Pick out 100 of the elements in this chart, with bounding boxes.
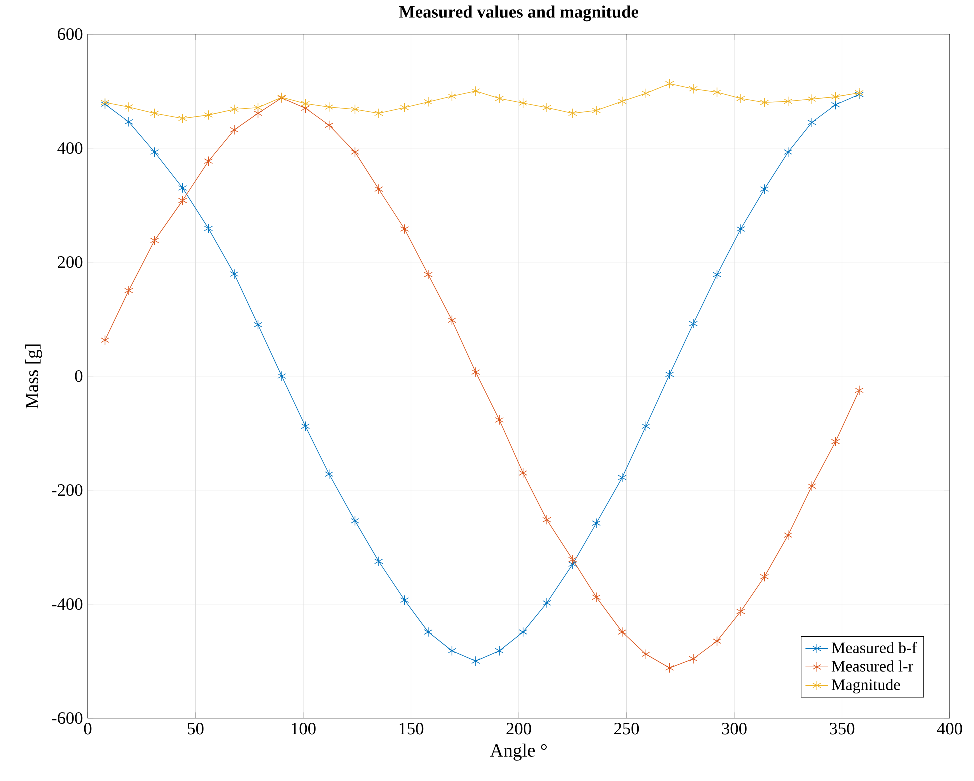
point xyxy=(150,108,160,119)
point xyxy=(831,92,840,102)
point xyxy=(254,320,263,330)
point xyxy=(400,224,410,234)
point xyxy=(689,654,698,664)
point xyxy=(542,102,552,113)
point xyxy=(760,184,770,194)
point xyxy=(831,436,840,447)
legend-label: Magnitude xyxy=(832,679,900,694)
point xyxy=(712,636,722,646)
legend-label: Measured b-f xyxy=(832,642,918,654)
point xyxy=(642,421,651,432)
point xyxy=(808,94,816,104)
y-tick-label: -600 xyxy=(52,712,83,724)
x-tick-label: 0 xyxy=(84,723,92,735)
point xyxy=(424,627,433,638)
point xyxy=(324,102,334,112)
point xyxy=(254,102,263,113)
point xyxy=(400,102,410,113)
y-tick-label: 600 xyxy=(58,28,83,40)
point xyxy=(204,156,214,166)
point xyxy=(518,98,528,108)
point xyxy=(689,84,698,94)
point xyxy=(301,98,310,109)
point xyxy=(204,110,214,120)
x-tick-label: 250 xyxy=(614,723,640,735)
point xyxy=(424,97,433,108)
y-tick-label: 400 xyxy=(58,142,83,154)
point xyxy=(278,371,286,382)
point xyxy=(124,117,134,128)
point xyxy=(448,646,457,656)
point xyxy=(448,315,457,326)
y-tick-label: 200 xyxy=(58,256,83,268)
point xyxy=(592,106,601,116)
point xyxy=(642,649,651,660)
point xyxy=(784,147,793,158)
point xyxy=(178,183,188,194)
point xyxy=(448,91,457,102)
point xyxy=(736,224,746,234)
x-tick-label: 350 xyxy=(830,723,855,735)
point xyxy=(150,236,160,246)
point xyxy=(150,147,160,158)
point xyxy=(518,627,528,638)
point xyxy=(495,646,504,656)
point xyxy=(618,96,627,107)
point xyxy=(374,556,384,567)
point xyxy=(254,108,263,119)
point xyxy=(665,663,674,674)
point xyxy=(324,120,334,131)
point xyxy=(124,286,134,296)
point xyxy=(568,108,578,119)
y-tick-label: 0 xyxy=(75,370,83,382)
point xyxy=(618,627,627,638)
point xyxy=(472,86,480,96)
point xyxy=(784,530,793,540)
point xyxy=(592,518,601,528)
x-tick-label: 100 xyxy=(292,723,316,735)
point xyxy=(301,421,310,432)
point xyxy=(204,224,214,234)
point xyxy=(400,595,410,606)
point xyxy=(350,104,360,115)
point xyxy=(230,125,239,136)
point xyxy=(178,196,188,206)
point xyxy=(542,514,552,525)
point xyxy=(495,94,504,104)
x-tick-label: 400 xyxy=(937,723,962,735)
point xyxy=(592,592,601,602)
point xyxy=(374,184,384,194)
point xyxy=(642,88,651,99)
x-tick-label: 50 xyxy=(188,723,204,735)
point xyxy=(374,108,384,119)
point xyxy=(324,469,334,480)
point xyxy=(542,598,552,608)
point xyxy=(760,572,770,582)
legend-label: Measured l-r xyxy=(832,660,914,672)
point xyxy=(424,270,433,280)
x-tick-label: 300 xyxy=(722,723,747,735)
point xyxy=(230,269,239,280)
point xyxy=(855,386,864,396)
x-tick-label: 150 xyxy=(400,723,424,735)
point xyxy=(760,98,770,108)
point xyxy=(618,472,627,483)
point xyxy=(808,118,816,128)
point xyxy=(472,656,480,666)
x-axis-title: Angle ° xyxy=(490,744,547,761)
point xyxy=(518,468,528,478)
point xyxy=(689,318,698,329)
point xyxy=(568,554,578,565)
point xyxy=(350,147,360,158)
point xyxy=(712,87,722,98)
point xyxy=(665,78,674,89)
point xyxy=(100,335,110,346)
point xyxy=(784,96,793,107)
point xyxy=(712,270,722,280)
point xyxy=(495,415,504,426)
point xyxy=(736,606,746,617)
point xyxy=(350,516,360,526)
point xyxy=(178,114,188,124)
x-tick-label: 200 xyxy=(506,723,532,735)
point xyxy=(124,102,134,112)
